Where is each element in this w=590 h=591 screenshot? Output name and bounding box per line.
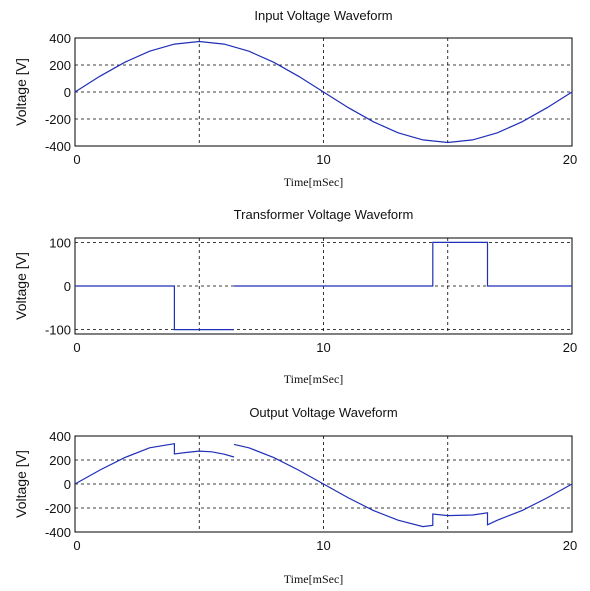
- y-tick-label: 100: [49, 235, 71, 250]
- y-axis-label: Voltage [V]: [13, 58, 29, 126]
- chart-panel-2: Transformer Voltage Waveform Voltage [V] T…: [13, 207, 577, 386]
- y-tick-label: 400: [49, 429, 71, 444]
- x-axis-label: Time[mSec]: [284, 372, 344, 386]
- chart-title: Output Voltage Waveform: [249, 405, 397, 420]
- y-tick-label: 0: [64, 85, 71, 100]
- x-tick-label: 0: [73, 538, 80, 553]
- chart-title: Transformer Voltage Waveform: [234, 207, 414, 222]
- x-axis-label: Time[mSec]: [284, 175, 344, 189]
- y-tick-label: -100: [45, 323, 71, 338]
- y-tick-label: 0: [64, 279, 71, 294]
- y-tick-label: -200: [45, 112, 71, 127]
- y-axis-label: Voltage [V]: [13, 450, 29, 518]
- y-tick-label: -400: [45, 139, 71, 154]
- y-tick-label: -400: [45, 525, 71, 540]
- x-tick-label: 0: [73, 340, 80, 355]
- x-tick-label: 20: [563, 152, 577, 167]
- x-tick-label: 0: [73, 152, 80, 167]
- series-line-segment-1: [75, 285, 234, 331]
- y-tick-label: 200: [49, 58, 71, 73]
- x-tick-label: 10: [316, 152, 330, 167]
- y-axis-label: Voltage [V]: [13, 252, 29, 320]
- y-tick-label: 0: [64, 477, 71, 492]
- series-line-segment-2: [233, 443, 573, 528]
- x-axis-label: Time[mSec]: [284, 572, 344, 586]
- chart-title: Input Voltage Waveform: [254, 8, 392, 23]
- x-tick-label: 10: [316, 340, 330, 355]
- series-line-segment-2: [234, 241, 572, 287]
- series-line-segment-1: [74, 442, 235, 485]
- series-line-segment-1: [74, 40, 573, 144]
- x-tick-label: 20: [563, 340, 577, 355]
- chart-panel-1: Input Voltage Waveform Voltage [V] Time[mS…: [13, 8, 577, 189]
- x-tick-label: 10: [316, 538, 330, 553]
- y-tick-label: -200: [45, 501, 71, 516]
- y-tick-label: 200: [49, 453, 71, 468]
- y-tick-label: 400: [49, 31, 71, 46]
- x-tick-label: 20: [563, 538, 577, 553]
- chart-panel-3: Output Voltage Waveform Voltage [V] Time[m…: [13, 405, 577, 586]
